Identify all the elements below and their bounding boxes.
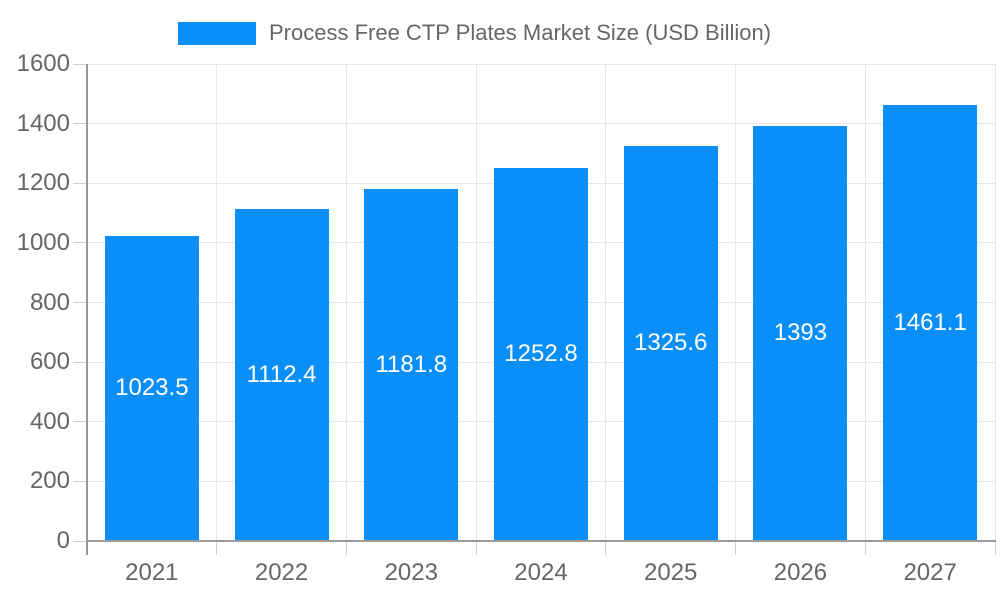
y-axis-label: 200 [29, 467, 70, 495]
bar-value-label: 1181.8 [375, 350, 448, 378]
y-axis-tick [73, 361, 87, 363]
bar-value-label: 1325.6 [634, 329, 708, 357]
y-axis-tick [73, 302, 87, 303]
gridline-vertical [864, 64, 866, 541]
x-axis-label: 2023 [384, 559, 438, 586]
x-axis-label: 2024 [514, 559, 568, 586]
x-axis-tick [475, 541, 477, 555]
y-axis-tick [73, 63, 87, 65]
bar-2026[interactable]: 1393 [753, 125, 848, 541]
x-axis-line [86, 540, 996, 542]
x-axis-tick [605, 541, 607, 555]
legend-item[interactable]: Process Free CTP Plates Market Size (USD… [178, 20, 771, 46]
x-axis-tick [994, 541, 996, 555]
bar-2024[interactable]: 1252.8 [494, 167, 588, 541]
gridline-vertical [735, 64, 737, 541]
bar-2025[interactable]: 1325.6 [623, 145, 718, 541]
bar-2027[interactable]: 1461.1 [883, 105, 978, 541]
y-axis-tick [73, 421, 87, 423]
x-axis-tick [735, 541, 737, 555]
legend-swatch [178, 21, 256, 45]
bar-2023[interactable]: 1181.8 [364, 188, 459, 541]
gridline-vertical [345, 64, 347, 541]
y-axis-line [86, 64, 88, 555]
x-axis-label: 2021 [125, 559, 179, 586]
y-axis-label: 1000 [16, 228, 70, 256]
gridline-vertical [475, 64, 477, 541]
bar-2021[interactable]: 1023.5 [104, 235, 199, 541]
x-axis-tick [216, 541, 218, 555]
y-axis-label: 1600 [16, 50, 70, 77]
y-axis-label: 1200 [16, 169, 70, 197]
x-axis-label: 2025 [644, 559, 698, 586]
x-axis-tick [864, 541, 866, 555]
bar-value-label: 1112.4 [246, 361, 317, 389]
gridline-vertical [605, 64, 607, 541]
bar-value-label: 1023.5 [115, 374, 189, 402]
bar-value-label: 1393 [773, 319, 828, 347]
y-axis-tick [73, 123, 87, 125]
gridline-horizontal [87, 123, 995, 125]
y-axis-label: 600 [29, 348, 70, 376]
x-axis-label: 2027 [903, 559, 957, 586]
y-axis-tick [73, 480, 87, 482]
bar-value-label: 1252.8 [504, 340, 578, 368]
y-axis-label: 400 [29, 407, 70, 435]
y-axis-tick [73, 242, 87, 244]
x-axis-label: 2026 [773, 559, 828, 586]
y-axis-label: 1400 [16, 109, 70, 137]
x-axis-tick [345, 541, 347, 555]
legend-label: Process Free CTP Plates Market Size (USD… [269, 20, 772, 45]
bar-2022[interactable]: 1112.4 [234, 209, 329, 541]
x-axis-label: 2022 [254, 559, 309, 586]
gridline-vertical [994, 64, 996, 541]
y-axis-tick [73, 182, 87, 184]
bar-value-label: 1461.1 [893, 309, 967, 337]
gridline-horizontal [87, 63, 995, 65]
y-axis-tick [73, 540, 87, 542]
gridline-vertical [216, 64, 218, 541]
y-axis-label: 0 [56, 527, 70, 554]
y-axis-label: 800 [29, 288, 70, 316]
